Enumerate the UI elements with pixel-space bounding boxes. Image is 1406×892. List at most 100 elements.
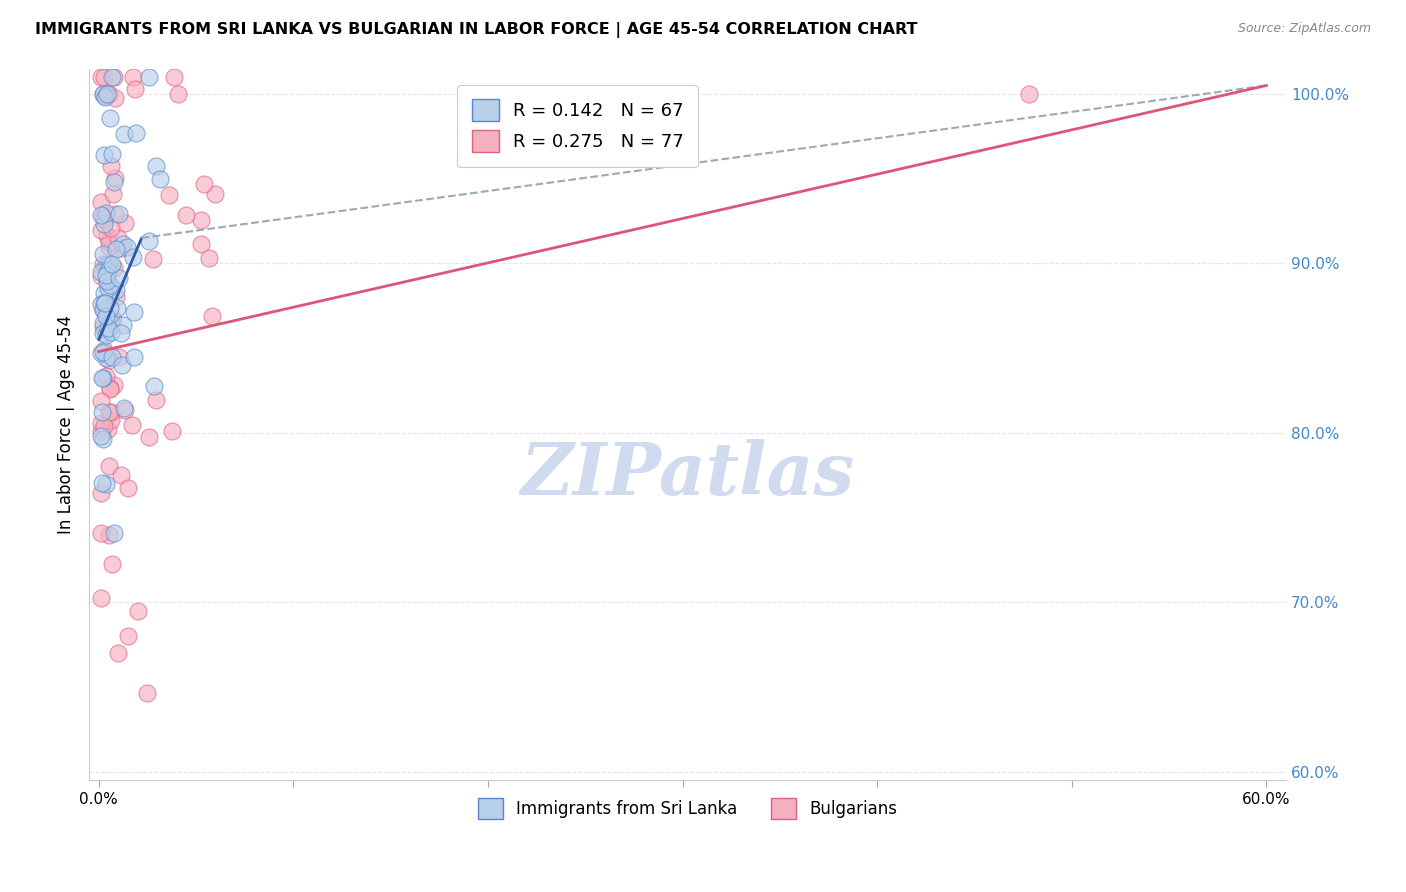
Point	[90, 526, 112, 541]
Point	[93, 343, 115, 358]
Point	[98, 111, 121, 125]
Point	[98, 382, 121, 396]
Point	[114, 216, 136, 230]
Point	[107, 231, 129, 245]
Point	[94, 477, 117, 491]
Point	[100, 557, 122, 571]
Point	[101, 70, 124, 84]
Point	[97, 321, 120, 335]
Point	[112, 127, 135, 141]
Point	[108, 350, 131, 364]
Point	[98, 459, 121, 474]
Point	[93, 70, 115, 84]
Point	[103, 175, 125, 189]
Point	[90, 346, 112, 360]
Point	[115, 239, 138, 253]
Point	[124, 82, 146, 96]
Point	[96, 206, 118, 220]
Point	[104, 290, 127, 304]
Point	[94, 268, 117, 282]
Point	[198, 251, 221, 265]
Point	[174, 208, 197, 222]
Point	[1018, 87, 1040, 101]
Point	[97, 315, 120, 329]
Point	[90, 485, 112, 500]
Point	[204, 186, 226, 201]
Point	[96, 258, 118, 272]
Point	[90, 223, 112, 237]
Point	[97, 281, 120, 295]
Point	[101, 350, 124, 364]
Point	[96, 87, 118, 101]
Point	[122, 70, 145, 84]
Point	[97, 422, 120, 436]
Point	[100, 313, 122, 327]
Point	[112, 401, 135, 415]
Point	[98, 278, 121, 293]
Point	[138, 70, 160, 84]
Point	[193, 177, 215, 191]
Point	[91, 87, 114, 101]
Point	[190, 212, 212, 227]
Point	[142, 252, 165, 266]
Point	[190, 237, 212, 252]
Point	[122, 250, 145, 264]
Point	[105, 283, 128, 297]
Point	[90, 393, 112, 408]
Point	[90, 424, 112, 438]
Point	[93, 418, 115, 433]
Point	[101, 186, 124, 201]
Point	[91, 344, 114, 359]
Text: ZIPatlas: ZIPatlas	[520, 439, 855, 509]
Point	[107, 206, 129, 220]
Point	[91, 319, 114, 334]
Point	[104, 243, 127, 257]
Point	[93, 90, 115, 104]
Point	[90, 268, 112, 283]
Point	[91, 432, 114, 446]
Point	[149, 172, 172, 186]
Point	[96, 351, 118, 366]
Point	[142, 379, 165, 393]
Point	[117, 481, 139, 495]
Point	[91, 87, 114, 101]
Point	[91, 209, 114, 223]
Point	[97, 87, 120, 101]
Point	[162, 424, 184, 438]
Point	[103, 526, 125, 541]
Point	[98, 527, 121, 541]
Point	[91, 370, 114, 384]
Point	[91, 303, 114, 318]
Point	[111, 318, 134, 333]
Point	[96, 310, 118, 324]
Point	[91, 371, 114, 385]
Point	[93, 212, 115, 227]
Point	[98, 405, 121, 419]
Point	[91, 326, 114, 340]
Point	[90, 297, 112, 311]
Point	[124, 350, 146, 364]
Point	[105, 301, 128, 315]
Point	[135, 686, 157, 700]
Point	[145, 159, 167, 173]
Point	[110, 468, 132, 483]
Point	[112, 237, 135, 252]
Point	[125, 126, 148, 140]
Point	[138, 430, 160, 444]
Legend: Immigrants from Sri Lanka, Bulgarians: Immigrants from Sri Lanka, Bulgarians	[471, 792, 904, 825]
Point	[100, 413, 122, 427]
Point	[98, 352, 121, 367]
Point	[96, 229, 118, 244]
Point	[96, 274, 118, 288]
Point	[93, 285, 115, 300]
Point	[100, 257, 122, 271]
Point	[100, 159, 122, 173]
Point	[93, 296, 115, 310]
Point	[103, 207, 125, 221]
Point	[91, 247, 114, 261]
Point	[90, 416, 112, 430]
Point	[93, 257, 115, 271]
Point	[108, 270, 131, 285]
Point	[110, 326, 132, 340]
Point	[90, 264, 112, 278]
